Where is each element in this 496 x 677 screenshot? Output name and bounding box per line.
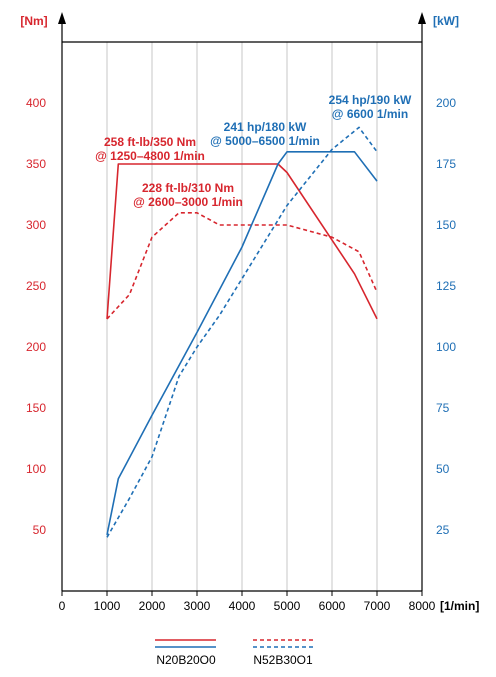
annotation-torque-solid-line-0: 258 ft-lb/350 Nm <box>104 135 196 149</box>
y-left-unit-label: [Nm] <box>20 14 47 28</box>
x-tick-label: 1000 <box>94 599 121 613</box>
y-right-tick-label: 125 <box>436 279 456 293</box>
y-right-tick-label: 150 <box>436 218 456 232</box>
x-tick-label: 3000 <box>184 599 211 613</box>
series-line-torque-solid <box>106 163 378 320</box>
annotation-power-dashed-line-1: @ 6600 1/min <box>332 107 408 121</box>
y-left-tick-label: 200 <box>26 340 46 354</box>
series-layer <box>106 126 378 538</box>
y-right-tick-label: 100 <box>436 340 456 354</box>
series-line-power-dashed <box>106 126 378 538</box>
y-left-tick-label: 350 <box>26 157 46 171</box>
x-tick-label: 2000 <box>139 599 166 613</box>
annotation-layer: 258 ft-lb/350 Nm@ 1250–4800 1/min 228 ft-… <box>95 93 412 209</box>
grid-layer <box>106 42 378 591</box>
y-right-tick-label: 200 <box>436 96 456 110</box>
x-axis-unit-label: [1/min] <box>440 599 479 613</box>
axes-layer: 0 1000 2000 3000 4000 5000 6000 7000 8000 [1/min]… <box>20 12 479 613</box>
y-right-tick-label: 25 <box>436 523 450 537</box>
x-tick-label: 7000 <box>364 599 391 613</box>
y-right-tick-label: 175 <box>436 157 456 171</box>
x-tick-label: 0 <box>59 599 66 613</box>
legend-label: N52B30O1 <box>253 653 313 667</box>
y-left-tick-label: 100 <box>26 462 46 476</box>
annotation-torque-dashed-line-0: 228 ft-lb/310 Nm <box>142 181 234 195</box>
y-left-tick-label: 50 <box>33 523 47 537</box>
series-line-power-solid <box>106 151 378 536</box>
annotation-power-dashed-line-0: 254 hp/190 kW <box>329 93 412 107</box>
y-right-unit-label: [kW] <box>433 14 459 28</box>
x-tick-label: 4000 <box>229 599 256 613</box>
x-tick-label: 5000 <box>274 599 301 613</box>
y-right-tick-label: 75 <box>436 401 450 415</box>
y-right-tick-label: 50 <box>436 462 450 476</box>
y-left-tick-label: 250 <box>26 279 46 293</box>
annotation-torque-dashed-line-1: @ 2600–3000 1/min <box>133 195 243 209</box>
legend-label: N20B20O0 <box>156 653 216 667</box>
annotation-power-solid-line-1: @ 5000–6500 1/min <box>210 134 320 148</box>
x-tick-label: 8000 <box>409 599 436 613</box>
y-left-tick-label: 300 <box>26 218 46 232</box>
annotation-torque-solid-line-1: @ 1250–4800 1/min <box>95 149 205 163</box>
y-left-tick-label: 400 <box>26 96 46 110</box>
annotation-power-solid-line-0: 241 hp/180 kW <box>224 120 307 134</box>
x-tick-label: 6000 <box>319 599 346 613</box>
y-left-tick-label: 150 <box>26 401 46 415</box>
legend-layer: N20B20O0 N52B30O1 <box>155 639 313 667</box>
y-right-arrow-icon <box>418 12 426 24</box>
y-left-arrow-icon <box>58 12 66 24</box>
